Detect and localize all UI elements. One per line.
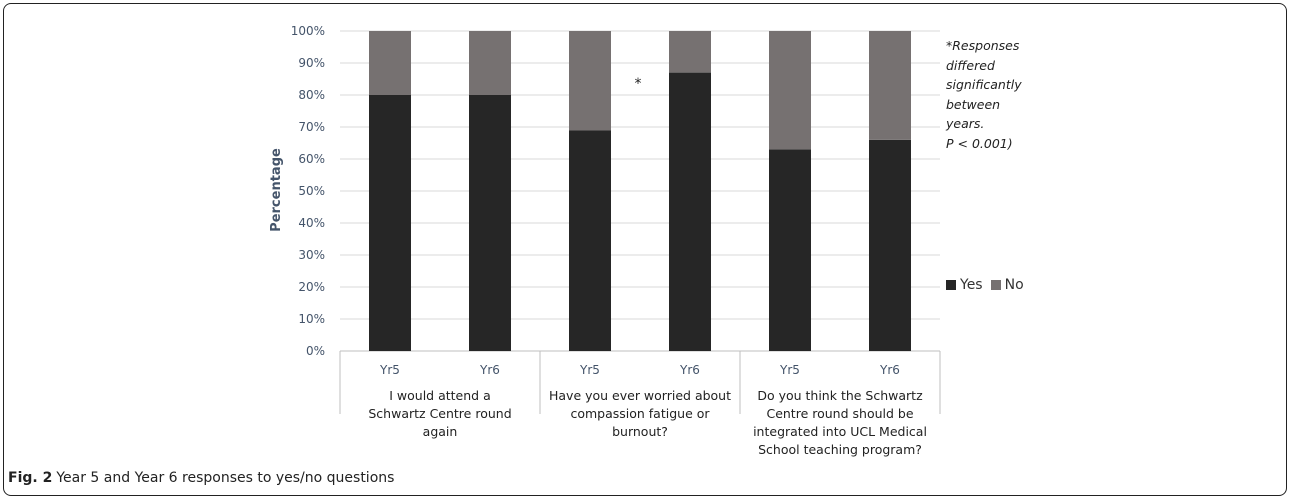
figure-frame	[3, 3, 1287, 496]
x-tick-label: Yr6	[679, 363, 700, 377]
legend-label-yes: Yes	[960, 277, 983, 293]
bar-yes	[369, 95, 411, 351]
bar-no	[369, 31, 411, 95]
annotation-line: between	[946, 96, 1001, 112]
bar-yes	[669, 72, 711, 351]
annotation-line: differed	[946, 57, 995, 73]
group-label-line: compassion fatigue or	[570, 406, 710, 421]
y-tick-label: 100%	[291, 24, 325, 38]
y-tick-label: 40%	[298, 216, 325, 230]
x-tick-label: Yr6	[879, 363, 900, 377]
annotation-line: significantly	[946, 77, 1022, 93]
x-tick-label: Yr5	[379, 363, 400, 377]
bar-yes	[869, 139, 911, 351]
annotation-line: years.	[946, 116, 985, 132]
y-tick-label: 60%	[298, 152, 325, 166]
bar-no	[569, 31, 611, 131]
bar-no	[469, 31, 511, 95]
bar-yes	[769, 149, 811, 351]
legend-swatch-yes	[946, 280, 956, 290]
y-tick-label: 50%	[298, 184, 325, 198]
bar-no	[869, 31, 911, 140]
bar-yes	[569, 130, 611, 351]
y-tick-label: 10%	[298, 312, 325, 326]
y-tick-label: 0%	[306, 344, 325, 358]
y-axis-label: Percentage	[269, 148, 284, 232]
x-tick-label: Yr6	[479, 363, 500, 377]
group-label-line: Centre round should be	[766, 406, 913, 421]
x-tick-label: Yr5	[779, 363, 800, 377]
legend-label-no: No	[1004, 277, 1024, 293]
group-label-line: burnout?	[612, 424, 668, 439]
y-tick-label: 70%	[298, 120, 325, 134]
legend-swatch-no	[990, 280, 1001, 290]
group-label-line: Do you think the Schwartz	[757, 388, 923, 403]
y-tick-label: 30%	[298, 248, 325, 262]
group-label-line: I would attend a	[389, 388, 490, 403]
x-tick-label: Yr5	[579, 363, 600, 377]
figure-caption: Fig. 2 Year 5 and Year 6 responses to yes…	[8, 470, 394, 486]
group-label-line: Have you ever worried about	[549, 388, 731, 403]
caption-text: Year 5 and Year 6 responses to yes/no qu…	[56, 470, 395, 486]
significance-marker: *	[635, 76, 642, 92]
y-tick-label: 20%	[298, 280, 325, 294]
annotation-line: *Responses	[946, 38, 1020, 53]
y-tick-label: 80%	[298, 88, 325, 102]
y-tick-label: 90%	[298, 56, 325, 70]
group-label-line: School teaching program?	[758, 442, 922, 457]
bar-no	[669, 31, 711, 73]
group-label-line: integrated into UCL Medical	[753, 424, 927, 439]
caption-label: Fig. 2	[8, 470, 53, 486]
annotation-line: P < 0.001)	[946, 135, 1013, 151]
group-label-line: Schwartz Centre round	[368, 406, 511, 421]
annotation-note: *Responses differed significantly betwee…	[946, 36, 1066, 154]
bar-no	[769, 31, 811, 150]
bar-yes	[469, 95, 511, 351]
legend: Yes No	[946, 277, 1032, 293]
group-label-line: again	[423, 424, 458, 439]
